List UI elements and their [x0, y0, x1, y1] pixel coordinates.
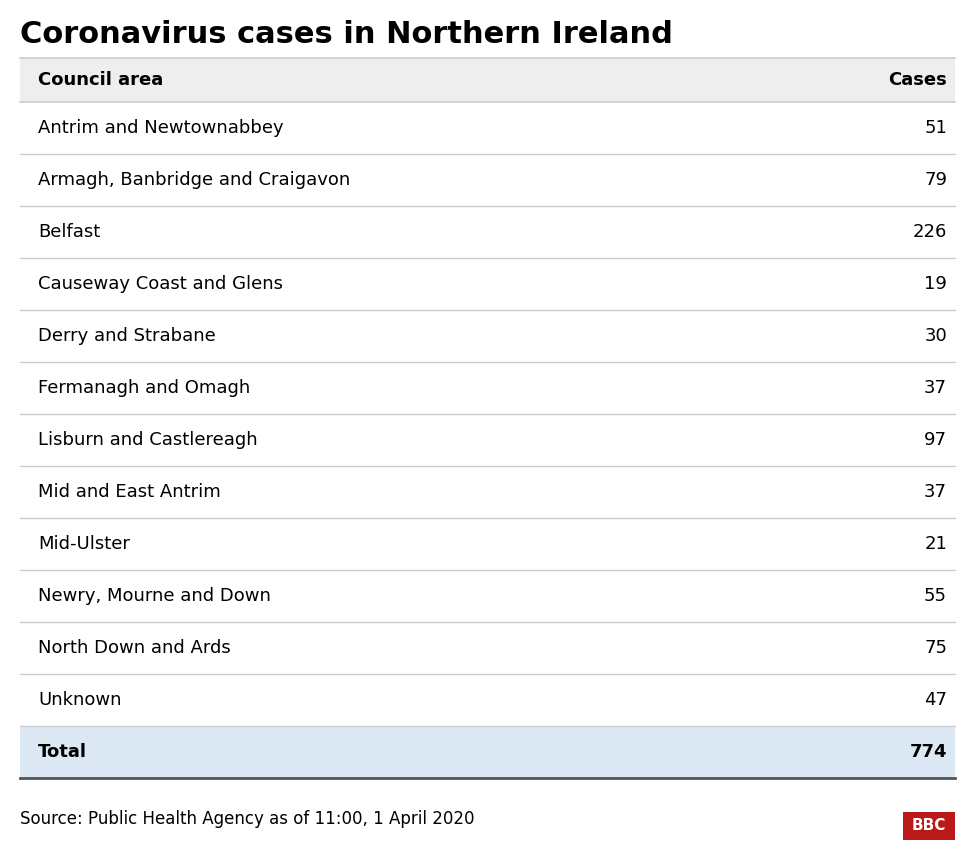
- Bar: [20, 58, 955, 102]
- Text: Belfast: Belfast: [38, 223, 101, 241]
- Text: Cases: Cases: [888, 71, 947, 89]
- Text: 226: 226: [913, 223, 947, 241]
- Text: 774: 774: [910, 743, 947, 761]
- Text: 21: 21: [924, 535, 947, 553]
- Text: 47: 47: [924, 691, 947, 709]
- Text: 51: 51: [924, 119, 947, 137]
- Bar: [20, 622, 955, 674]
- Bar: [20, 570, 955, 622]
- Bar: [20, 258, 955, 310]
- Text: Mid-Ulster: Mid-Ulster: [38, 535, 130, 553]
- Bar: [20, 102, 955, 154]
- Text: 79: 79: [924, 171, 947, 189]
- Text: BBC: BBC: [912, 819, 946, 834]
- Text: Fermanagh and Omagh: Fermanagh and Omagh: [38, 379, 250, 397]
- Text: 75: 75: [924, 639, 947, 657]
- Text: 97: 97: [924, 431, 947, 449]
- Text: Armagh, Banbridge and Craigavon: Armagh, Banbridge and Craigavon: [38, 171, 350, 189]
- Text: Mid and East Antrim: Mid and East Antrim: [38, 483, 221, 501]
- Text: 55: 55: [924, 587, 947, 605]
- Bar: [20, 414, 955, 466]
- Bar: [903, 812, 955, 840]
- Text: Derry and Strabane: Derry and Strabane: [38, 327, 216, 345]
- Bar: [20, 518, 955, 570]
- Bar: [20, 310, 955, 362]
- Text: North Down and Ards: North Down and Ards: [38, 639, 230, 657]
- Text: Source: Public Health Agency as of 11:00, 1 April 2020: Source: Public Health Agency as of 11:00…: [20, 810, 474, 828]
- Text: Lisburn and Castlereagh: Lisburn and Castlereagh: [38, 431, 258, 449]
- Text: Newry, Mourne and Down: Newry, Mourne and Down: [38, 587, 271, 605]
- Text: Total: Total: [38, 743, 87, 761]
- Bar: [20, 154, 955, 206]
- Text: Council area: Council area: [38, 71, 163, 89]
- Bar: [20, 726, 955, 778]
- Bar: [20, 362, 955, 414]
- Text: 37: 37: [924, 483, 947, 501]
- Text: 30: 30: [924, 327, 947, 345]
- Bar: [20, 206, 955, 258]
- Text: 37: 37: [924, 379, 947, 397]
- Text: 19: 19: [924, 275, 947, 293]
- Text: Antrim and Newtownabbey: Antrim and Newtownabbey: [38, 119, 284, 137]
- Text: Causeway Coast and Glens: Causeway Coast and Glens: [38, 275, 283, 293]
- Bar: [20, 466, 955, 518]
- Text: Unknown: Unknown: [38, 691, 121, 709]
- Bar: [20, 674, 955, 726]
- Text: Coronavirus cases in Northern Ireland: Coronavirus cases in Northern Ireland: [20, 20, 672, 49]
